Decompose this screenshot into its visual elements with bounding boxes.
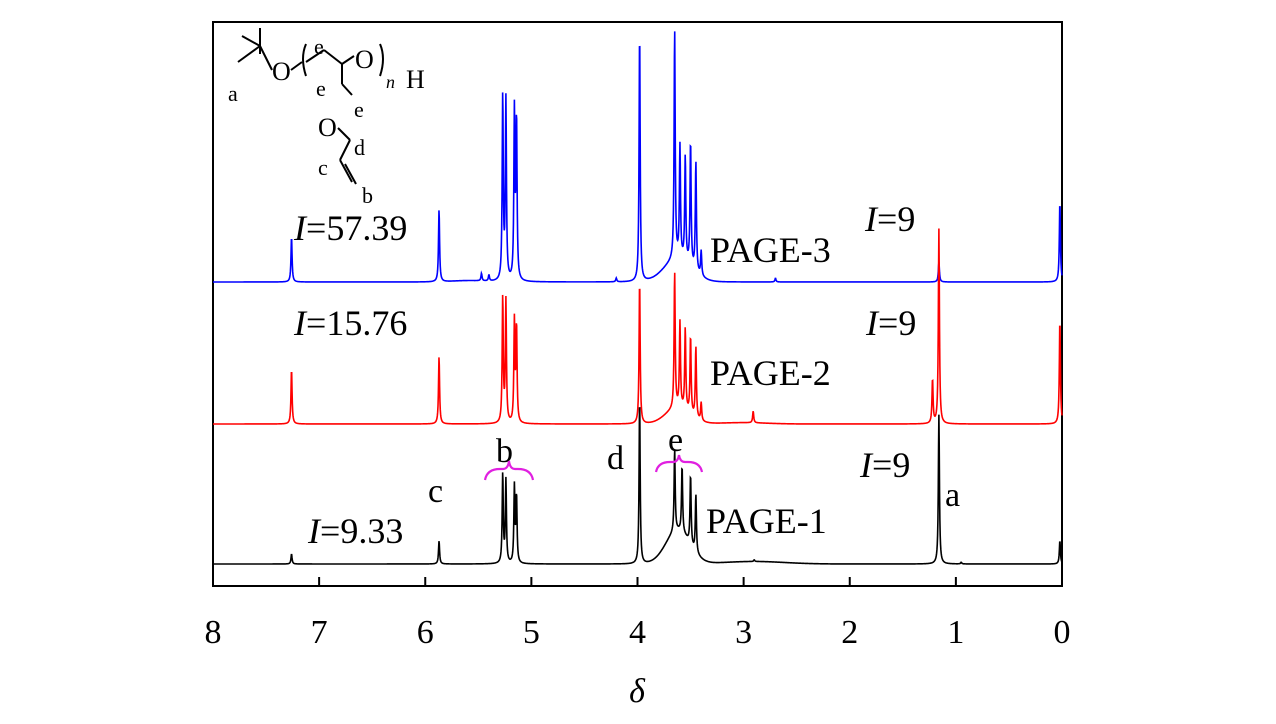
x-axis-ticks bbox=[212, 577, 1063, 586]
x-tick-label-7: 7 bbox=[311, 614, 328, 651]
spectra bbox=[213, 31, 1063, 565]
peak-label-c: c bbox=[428, 473, 443, 510]
x-tick-label-5: 5 bbox=[523, 614, 540, 651]
brace-b bbox=[483, 460, 535, 481]
structure-label-d: d bbox=[354, 135, 365, 160]
page1-series-label: PAGE-1 bbox=[706, 501, 827, 541]
structure-label-o1: O bbox=[272, 57, 291, 86]
structure-label-a: a bbox=[228, 81, 238, 106]
x-tick-label-2: 2 bbox=[841, 614, 858, 651]
structure-label-h: H bbox=[406, 65, 425, 94]
peak-label-b: b bbox=[496, 433, 513, 470]
page2-integral-label: I=15.76 bbox=[293, 303, 407, 343]
page1-integral-a-label: I=9 bbox=[859, 445, 910, 485]
spectrum-line-page-3 bbox=[213, 31, 1063, 283]
page3-series-label: PAGE-3 bbox=[710, 230, 831, 270]
peak-label-a: a bbox=[945, 477, 960, 514]
brace-e bbox=[654, 454, 704, 473]
structure-label-e1: e bbox=[314, 34, 324, 59]
structure-label-o3: O bbox=[318, 113, 337, 142]
chemical-structure bbox=[237, 28, 384, 185]
x-tick-label-6: 6 bbox=[417, 614, 434, 651]
page3-integral-a-label: I=9 bbox=[864, 199, 915, 239]
structure-label-e2: e bbox=[316, 76, 326, 101]
x-tick-label-8: 8 bbox=[205, 614, 222, 651]
structure-subscript-n: n bbox=[386, 72, 395, 92]
x-tick-label-4: 4 bbox=[629, 614, 646, 651]
page1-integral-label: I=9.33 bbox=[307, 511, 403, 551]
page3-integral-label: I=57.39 bbox=[293, 208, 407, 248]
x-tick-label-1: 1 bbox=[947, 614, 964, 651]
structure-label-o2: O bbox=[355, 45, 374, 74]
spectrum-line-page-2 bbox=[213, 228, 1063, 425]
peak-label-e: e bbox=[668, 422, 683, 459]
structure-label-b: b bbox=[362, 183, 373, 208]
spectrum-line-page-1 bbox=[213, 407, 1063, 565]
peak-label-d: d bbox=[607, 440, 624, 477]
x-tick-label-0: 0 bbox=[1054, 614, 1071, 651]
page2-integral-a-label: I=9 bbox=[865, 303, 916, 343]
x-axis-tick-labels: 8 7 6 5 4 3 2 1 0 bbox=[205, 614, 1071, 651]
page2-series-label: PAGE-2 bbox=[710, 353, 831, 393]
structure-label-c: c bbox=[318, 155, 328, 180]
structure-label-e3: e bbox=[354, 97, 364, 122]
x-axis-label: δ bbox=[629, 673, 646, 710]
x-tick-label-3: 3 bbox=[735, 614, 752, 651]
